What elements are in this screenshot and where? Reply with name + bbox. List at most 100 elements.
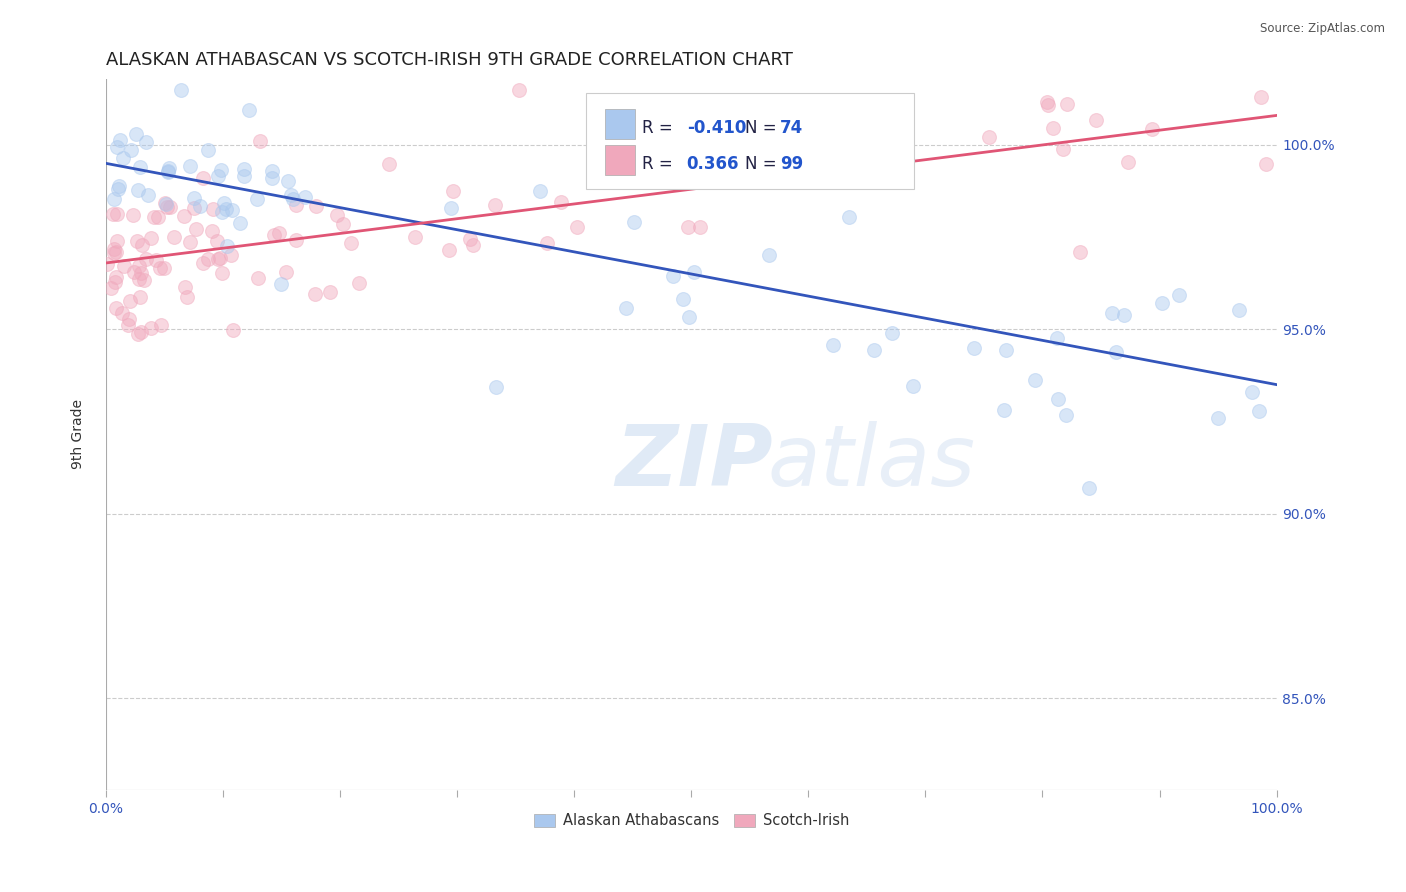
Point	[1240, 384, 1263, 399]
Point	[142, 211, 165, 225]
Point	[1024, 373, 1046, 387]
Point	[963, 342, 986, 356]
Point	[197, 143, 219, 157]
Point	[1078, 482, 1101, 496]
Point	[145, 253, 167, 268]
FancyBboxPatch shape	[605, 145, 636, 175]
Point	[127, 235, 149, 249]
Point	[1047, 392, 1070, 407]
Point	[270, 277, 292, 291]
Point	[484, 198, 506, 212]
Point	[131, 266, 153, 280]
Point	[136, 187, 159, 202]
Point	[232, 161, 254, 176]
Point	[821, 338, 844, 352]
Point	[183, 191, 205, 205]
Point	[127, 327, 149, 342]
Point	[1042, 121, 1064, 136]
Point	[179, 235, 201, 249]
Point	[672, 292, 695, 306]
Point	[246, 192, 269, 206]
Text: R =: R =	[643, 155, 683, 173]
Point	[209, 162, 232, 177]
Point	[105, 207, 128, 221]
Point	[96, 257, 118, 271]
Point	[139, 321, 162, 335]
Point	[595, 142, 617, 156]
Text: Source: ZipAtlas.com: Source: ZipAtlas.com	[1260, 22, 1385, 36]
Point	[628, 160, 651, 174]
Point	[901, 379, 924, 393]
Point	[1206, 411, 1229, 425]
Point	[207, 169, 229, 183]
Point	[325, 208, 347, 222]
Point	[159, 200, 181, 214]
Point	[105, 139, 128, 153]
Point	[332, 217, 354, 231]
Point	[1227, 302, 1250, 317]
Point	[1116, 155, 1139, 169]
Point	[205, 235, 228, 249]
Point	[112, 260, 135, 274]
Point	[1052, 142, 1074, 156]
Y-axis label: 9th Grade: 9th Grade	[72, 400, 86, 469]
Text: 99: 99	[780, 155, 804, 173]
Point	[285, 197, 308, 211]
Point	[135, 252, 157, 267]
Point	[186, 222, 208, 236]
Point	[132, 273, 155, 287]
Point	[683, 265, 706, 279]
Point	[993, 403, 1015, 417]
Point	[163, 229, 186, 244]
Point	[207, 252, 229, 267]
Point	[107, 179, 129, 194]
Point	[155, 196, 177, 211]
Point	[122, 208, 145, 222]
Point	[118, 311, 141, 326]
Point	[979, 129, 1001, 144]
Point	[623, 215, 645, 229]
Point	[880, 326, 903, 340]
Point	[107, 181, 129, 195]
Point	[277, 174, 299, 188]
Point	[131, 238, 153, 252]
Point	[1114, 309, 1136, 323]
Point	[529, 184, 551, 198]
Point	[1150, 296, 1173, 310]
Point	[219, 248, 242, 262]
Point	[120, 294, 142, 309]
Point	[174, 280, 197, 294]
Point	[103, 192, 125, 206]
Point	[305, 199, 328, 213]
Point	[125, 127, 148, 141]
Point	[128, 260, 150, 274]
Point	[678, 153, 700, 168]
Point	[304, 287, 326, 301]
Point	[246, 271, 269, 285]
Point	[128, 272, 150, 286]
Point	[156, 200, 179, 214]
Point	[614, 301, 637, 315]
Point	[284, 233, 307, 247]
Point	[758, 248, 780, 262]
Point	[214, 195, 236, 210]
Point	[689, 220, 711, 235]
Point	[183, 201, 205, 215]
Point	[150, 318, 173, 332]
Point	[485, 380, 508, 394]
Point	[441, 184, 464, 198]
Point	[153, 261, 176, 276]
Text: 74: 74	[780, 120, 804, 137]
Point	[135, 136, 157, 150]
Point	[1036, 98, 1059, 112]
Point	[148, 210, 170, 224]
Point	[263, 228, 285, 243]
Point	[319, 285, 342, 299]
Point	[1035, 95, 1057, 109]
Point	[233, 169, 256, 183]
Point	[105, 301, 128, 316]
Point	[211, 266, 233, 280]
Point	[1140, 122, 1163, 136]
Point	[155, 196, 177, 211]
Point	[1167, 288, 1189, 302]
